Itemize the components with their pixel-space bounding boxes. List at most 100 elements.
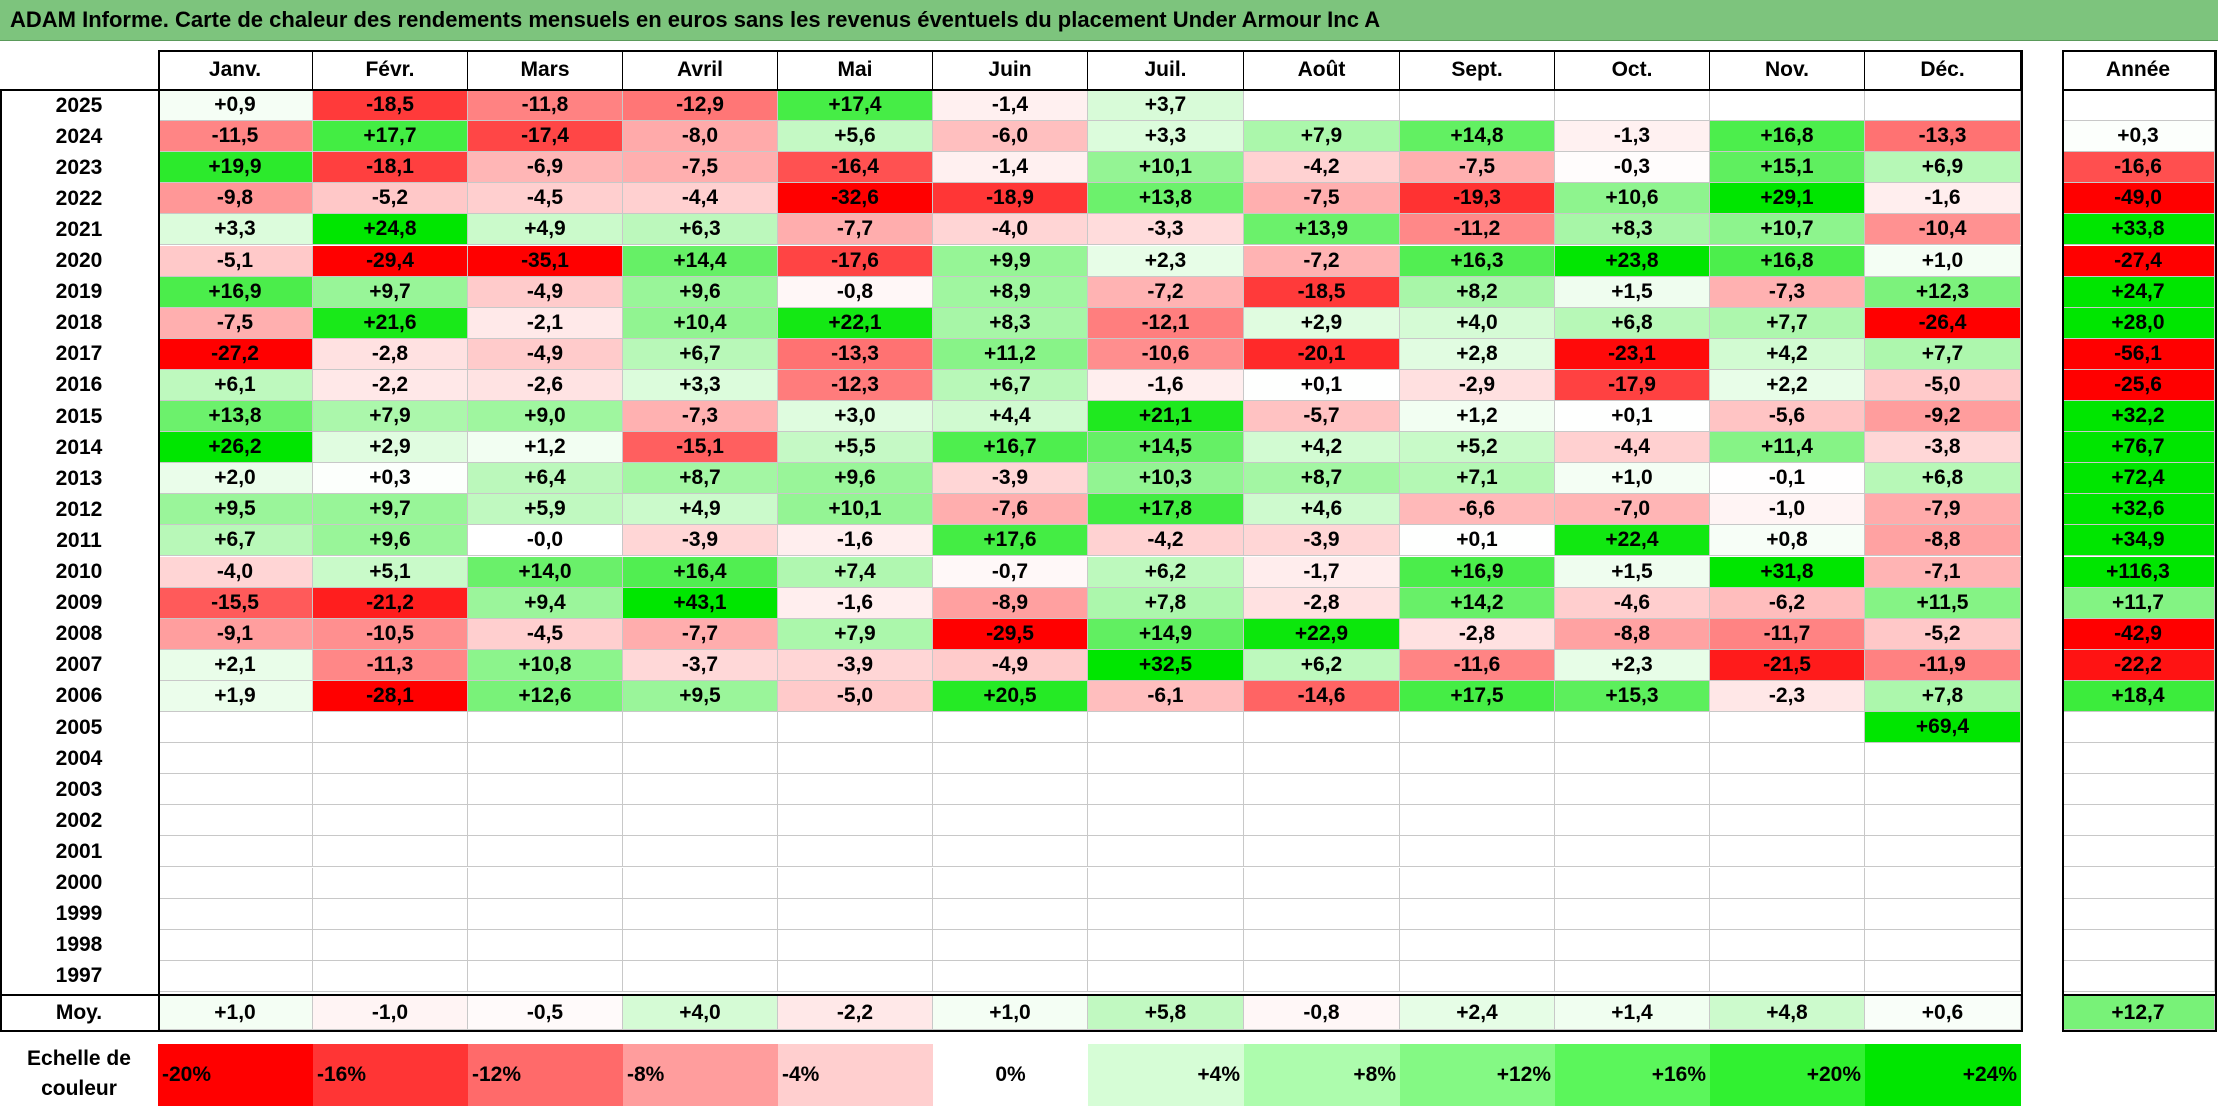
heatmap-cell: -9,8	[158, 183, 313, 215]
heatmap-cell	[1865, 898, 2021, 930]
heatmap-cell: -17,9	[1555, 369, 1710, 401]
heatmap-cell	[1244, 836, 1400, 868]
heatmap-cell: +7,7	[1710, 307, 1865, 339]
annual-cell: +72,4	[2062, 463, 2215, 495]
heatmap-cell	[313, 774, 468, 806]
heatmap-cell: -19,3	[1400, 183, 1555, 215]
heatmap-cell: +4,2	[1244, 432, 1400, 464]
heatmap-cell	[1400, 867, 1555, 899]
heatmap-cell	[933, 774, 1088, 806]
color-scale-cell: -8%	[623, 1044, 778, 1106]
color-scale-cell: -20%	[158, 1044, 313, 1106]
heatmap-cell	[778, 743, 933, 775]
heatmap-cell: +14,5	[1088, 432, 1244, 464]
heatmap-cell	[623, 743, 778, 775]
heatmap-cell: +6,2	[1088, 556, 1244, 588]
heatmap-cell	[933, 960, 1088, 992]
average-rule	[2062, 994, 2217, 996]
heatmap-cell	[1400, 898, 1555, 930]
heatmap-cell: +10,1	[778, 494, 933, 526]
heatmap-cell: -4,2	[1088, 525, 1244, 557]
annual-cell: -27,4	[2062, 245, 2215, 277]
heatmap-cell: -14,6	[1244, 680, 1400, 712]
heatmap-cell	[933, 836, 1088, 868]
heatmap-cell: +16,3	[1400, 245, 1555, 277]
heatmap-cell: +5,6	[778, 121, 933, 153]
heatmap-cell: -28,1	[313, 680, 468, 712]
heatmap-cell	[623, 898, 778, 930]
heatmap-cell: +29,1	[1710, 183, 1865, 215]
heatmap-cell: +13,9	[1244, 214, 1400, 246]
heatmap-cell: -3,9	[778, 649, 933, 681]
heatmap-cell: -26,4	[1865, 307, 2021, 339]
heatmap-cell: +0,3	[313, 463, 468, 495]
heatmap-cell: +12,3	[1865, 276, 2021, 308]
heatmap-cell: +14,4	[623, 245, 778, 277]
color-scale-cell: +24%	[1865, 1044, 2021, 1106]
heatmap-cell: +9,7	[313, 494, 468, 526]
heatmap-cell: -10,5	[313, 618, 468, 650]
heatmap-cell: -7,9	[1865, 494, 2021, 526]
heatmap-cell	[1088, 960, 1244, 992]
heatmap-cell	[1088, 712, 1244, 744]
heatmap-cell	[158, 867, 313, 899]
heatmap-cell: -1,3	[1555, 121, 1710, 153]
heatmap-cell	[468, 867, 623, 899]
heatmap-cell: +0,8	[1710, 525, 1865, 557]
heatmap-cell: -11,5	[158, 121, 313, 153]
heatmap-cell	[1088, 743, 1244, 775]
color-scale-cell: -16%	[313, 1044, 468, 1106]
heatmap-cell: -1,4	[933, 90, 1088, 122]
heatmap-cell	[1710, 836, 1865, 868]
heatmap-cell: -29,5	[933, 618, 1088, 650]
heatmap-cell: -7,5	[623, 152, 778, 184]
color-scale-cell: +20%	[1710, 1044, 1865, 1106]
heatmap-cell: -5,0	[1865, 369, 2021, 401]
annual-cell	[2062, 774, 2215, 806]
heatmap-cell: -6,1	[1088, 680, 1244, 712]
heatmap-cell: -12,1	[1088, 307, 1244, 339]
heatmap-cell: -4,9	[933, 649, 1088, 681]
heatmap-cell: +8,7	[623, 463, 778, 495]
year-label: 2001	[55, 839, 103, 863]
heatmap-cell	[933, 805, 1088, 837]
heatmap-cell: -8,8	[1865, 525, 2021, 557]
heatmap-cell: +26,2	[158, 432, 313, 464]
heatmap-cell: +9,7	[313, 276, 468, 308]
heatmap-cell: +19,9	[158, 152, 313, 184]
heatmap-cell: +1,5	[1555, 276, 1710, 308]
heatmap-cell: +1,0	[1555, 463, 1710, 495]
avg-annual-cell: +12,7	[2062, 996, 2215, 1030]
heatmap-cell: +2,9	[313, 432, 468, 464]
year-label: 2018	[55, 311, 103, 335]
heatmap-cell: -10,4	[1865, 214, 2021, 246]
heatmap-cell: -7,0	[1555, 494, 1710, 526]
heatmap-cell: -20,1	[1244, 338, 1400, 370]
heatmap-cell: +6,8	[1865, 463, 2021, 495]
heatmap-cell: +12,6	[468, 680, 623, 712]
heatmap-cell	[313, 867, 468, 899]
heatmap-cell	[623, 929, 778, 961]
heatmap-cell: +6,8	[1555, 307, 1710, 339]
heatmap-cell: -1,6	[778, 587, 933, 619]
heatmap-cell: +4,0	[1400, 307, 1555, 339]
month-header: Juin	[933, 50, 1088, 90]
heatmap-cell: -8,8	[1555, 618, 1710, 650]
avg-cell: +4,8	[1710, 996, 1865, 1030]
header-rule	[2062, 89, 2217, 91]
annual-cell: +34,9	[2062, 525, 2215, 557]
heatmap-cell	[1865, 743, 2021, 775]
heatmap-cell: +5,9	[468, 494, 623, 526]
heatmap-cell: -18,1	[313, 152, 468, 184]
heatmap-cell: +0,1	[1400, 525, 1555, 557]
heatmap-cell	[1244, 712, 1400, 744]
heatmap-cell	[1710, 743, 1865, 775]
avg-cell: +2,4	[1400, 996, 1555, 1030]
heatmap-cell: -12,3	[778, 369, 933, 401]
heatmap-cell: -6,9	[468, 152, 623, 184]
heatmap-cell: +15,1	[1710, 152, 1865, 184]
annual-cell	[2062, 867, 2215, 899]
heatmap-cell	[468, 960, 623, 992]
heatmap-cell	[1865, 805, 2021, 837]
heatmap-cell: +22,4	[1555, 525, 1710, 557]
